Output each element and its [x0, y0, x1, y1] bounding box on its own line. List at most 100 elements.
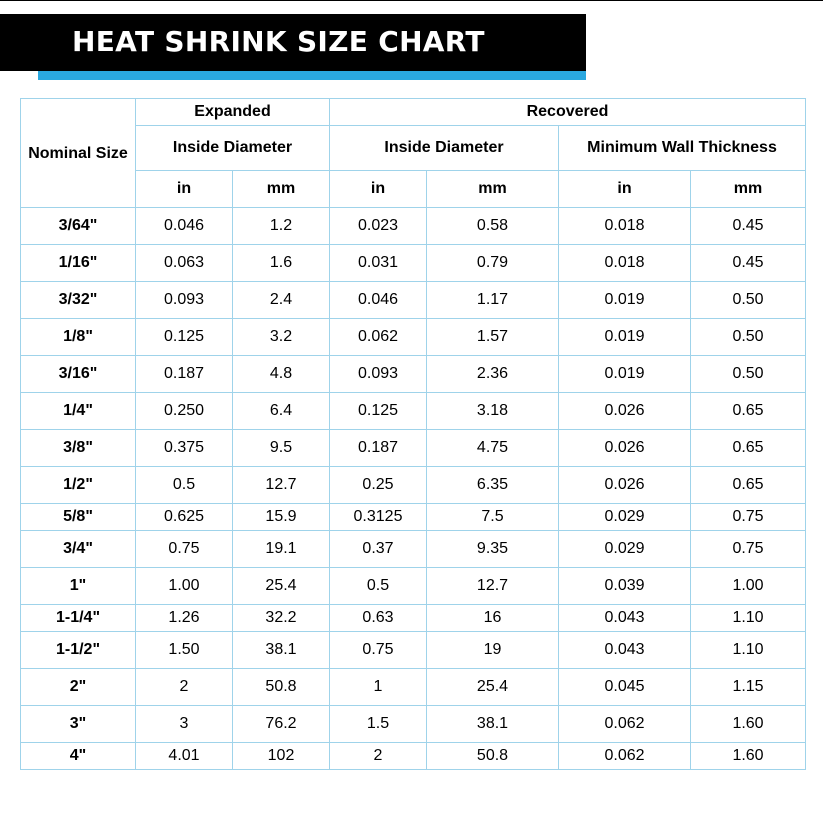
- expanded-mm-cell: 1.2: [232, 207, 330, 245]
- recovered-id-in-cell: 0.187: [329, 429, 427, 467]
- nominal-size-cell: 1-1/4": [20, 604, 136, 632]
- recovered-id-mm-cell: 0.79: [426, 244, 559, 282]
- table-row: 3/64" 0.046 1.2 0.023 0.58 0.018 0.45: [20, 207, 807, 245]
- unit-header-mm: mm: [232, 170, 330, 208]
- recovered-id-in-cell: 0.093: [329, 355, 427, 393]
- table-row: 1" 1.00 25.4 0.5 12.7 0.039 1.00: [20, 567, 807, 605]
- recovered-id-mm-cell: 4.75: [426, 429, 559, 467]
- recovered-id-in-cell: 0.5: [329, 567, 427, 605]
- nominal-size-cell: 3/8": [20, 429, 136, 467]
- expanded-mm-cell: 32.2: [232, 604, 330, 632]
- wall-thickness-in-cell: 0.019: [558, 318, 691, 356]
- wall-thickness-in-cell: 0.029: [558, 530, 691, 568]
- nominal-size-cell: 3/4": [20, 530, 136, 568]
- expanded-in-cell: 0.375: [135, 429, 233, 467]
- nominal-size-cell: 5/8": [20, 503, 136, 531]
- expanded-in-cell: 1.50: [135, 631, 233, 669]
- page-title: HEAT SHRINK SIZE CHART: [72, 25, 485, 58]
- wall-thickness-mm-cell: 0.65: [689, 392, 807, 430]
- table-row: 3/32" 0.093 2.4 0.046 1.17 0.019 0.50: [20, 281, 807, 319]
- wall-thickness-mm-cell: 0.50: [689, 355, 807, 393]
- size-chart-table: Nominal Size Expanded Recovered Inside D…: [20, 98, 807, 770]
- recovered-header: Recovered: [328, 98, 807, 126]
- expanded-mm-cell: 2.4: [232, 281, 330, 319]
- wall-thickness-in-cell: 0.019: [558, 281, 691, 319]
- wall-thickness-mm-cell: 0.65: [689, 466, 807, 504]
- expanded-mm-cell: 19.1: [232, 530, 330, 568]
- recovered-id-in-cell: 0.63: [329, 604, 427, 632]
- expanded-mm-cell: 3.2: [232, 318, 330, 356]
- expanded-in-cell: 0.250: [135, 392, 233, 430]
- wall-thickness-in-cell: 0.062: [558, 705, 691, 743]
- expanded-mm-cell: 12.7: [232, 466, 330, 504]
- wall-thickness-mm-cell: 0.45: [689, 207, 807, 245]
- table-header: Nominal Size Expanded Recovered Inside D…: [20, 98, 807, 208]
- recovered-id-mm-cell: 16: [426, 604, 559, 632]
- wall-thickness-in-cell: 0.039: [558, 567, 691, 605]
- nominal-size-cell: 1-1/2": [20, 631, 136, 669]
- table-body: 3/64" 0.046 1.2 0.023 0.58 0.018 0.45 1/16" 0.06…: [20, 207, 807, 770]
- nominal-size-cell: 3": [20, 705, 136, 743]
- wall-thickness-in-cell: 0.043: [558, 631, 691, 669]
- wall-thickness-in-cell: 0.029: [558, 503, 691, 531]
- header-row-units: in mm in mm in mm: [21, 170, 807, 208]
- expanded-mm-cell: 25.4: [232, 567, 330, 605]
- wall-thickness-in-cell: 0.026: [558, 392, 691, 430]
- expanded-in-cell: 0.063: [135, 244, 233, 282]
- wall-thickness-in-cell: 0.026: [558, 466, 691, 504]
- expanded-mm-cell: 50.8: [232, 668, 330, 706]
- nominal-size-cell: 3/16": [20, 355, 136, 393]
- wall-thickness-mm-cell: 0.50: [689, 281, 807, 319]
- recovered-id-in-cell: 0.3125: [329, 503, 427, 531]
- table-row: 1/8" 0.125 3.2 0.062 1.57 0.019 0.50: [20, 318, 807, 356]
- recovered-id-mm-cell: 9.35: [426, 530, 559, 568]
- nominal-size-cell: 1/16": [20, 244, 136, 282]
- unit-header-mm: mm: [426, 170, 559, 208]
- nominal-size-cell: 1/8": [20, 318, 136, 356]
- recovered-id-mm-cell: 0.58: [426, 207, 559, 245]
- expanded-in-cell: 1.00: [135, 567, 233, 605]
- nominal-size-cell: 1/4": [20, 392, 136, 430]
- expanded-in-cell: 0.625: [135, 503, 233, 531]
- wall-thickness-mm-cell: 1.10: [689, 631, 807, 669]
- recovered-id-mm-cell: 3.18: [426, 392, 559, 430]
- expanded-mm-cell: 76.2: [232, 705, 330, 743]
- wall-thickness-in-cell: 0.019: [558, 355, 691, 393]
- nominal-size-cell: 3/32": [20, 281, 136, 319]
- expanded-in-cell: 0.5: [135, 466, 233, 504]
- table-row: 4" 4.01 102 2 50.8 0.062 1.60: [20, 742, 807, 770]
- recovered-id-mm-cell: 6.35: [426, 466, 559, 504]
- recovered-id-mm-cell: 25.4: [426, 668, 559, 706]
- expanded-in-cell: 4.01: [135, 742, 233, 770]
- table-row: 3/8" 0.375 9.5 0.187 4.75 0.026 0.65: [20, 429, 807, 467]
- top-border-line: [0, 0, 823, 1]
- expanded-in-cell: 0.187: [135, 355, 233, 393]
- recovered-id-in-cell: 0.37: [329, 530, 427, 568]
- wall-thickness-mm-cell: 0.75: [689, 503, 807, 531]
- wall-thickness-in-cell: 0.018: [558, 207, 691, 245]
- wall-thickness-mm-cell: 1.15: [689, 668, 807, 706]
- nominal-size-header: Nominal Size: [20, 98, 136, 208]
- wall-thickness-mm-cell: 1.00: [689, 567, 807, 605]
- recovered-id-in-cell: 1: [329, 668, 427, 706]
- unit-header-mm: mm: [689, 170, 807, 208]
- nominal-size-cell: 3/64": [20, 207, 136, 245]
- recovered-id-in-cell: 0.125: [329, 392, 427, 430]
- wall-thickness-in-cell: 0.018: [558, 244, 691, 282]
- recovered-id-in-cell: 0.031: [329, 244, 427, 282]
- recovered-id-in-cell: 0.023: [329, 207, 427, 245]
- recovered-id-mm-cell: 2.36: [426, 355, 559, 393]
- expanded-mm-cell: 4.8: [232, 355, 330, 393]
- table-row: 1/4" 0.250 6.4 0.125 3.18 0.026 0.65: [20, 392, 807, 430]
- wall-thickness-in-cell: 0.026: [558, 429, 691, 467]
- recovered-id-in-cell: 0.75: [329, 631, 427, 669]
- recovered-id-mm-cell: 38.1: [426, 705, 559, 743]
- expanded-in-cell: 0.046: [135, 207, 233, 245]
- nominal-size-cell: 4": [20, 742, 136, 770]
- recovered-inside-diameter-header: Inside Diameter: [329, 125, 559, 171]
- recovered-id-in-cell: 0.25: [329, 466, 427, 504]
- header-row-measures: Inside Diameter Inside Diameter Minimum …: [21, 125, 807, 171]
- expanded-mm-cell: 1.6: [232, 244, 330, 282]
- table-row: 3" 3 76.2 1.5 38.1 0.062 1.60: [20, 705, 807, 743]
- expanded-mm-cell: 38.1: [232, 631, 330, 669]
